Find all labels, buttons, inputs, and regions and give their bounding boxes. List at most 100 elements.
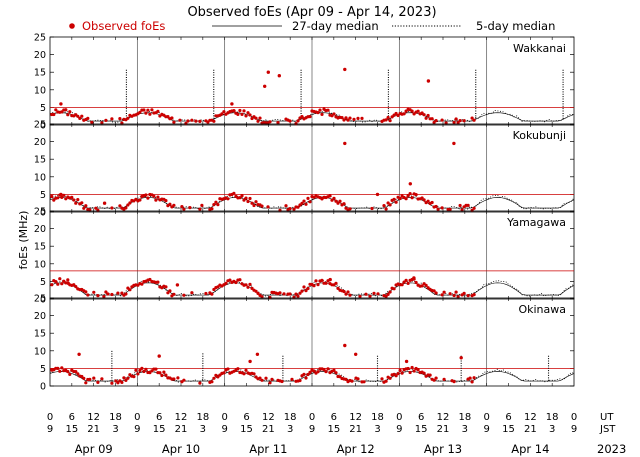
observed-dot (428, 373, 432, 377)
observed-outlier-dot (452, 141, 456, 146)
observed-dot (82, 206, 86, 210)
observed-dot (472, 376, 476, 380)
observed-dot (210, 380, 214, 384)
jst-tick-label: 15 (153, 424, 166, 435)
observed-dot (154, 367, 158, 371)
observed-dot (292, 295, 296, 299)
y-axis-label: foEs (MHz) (17, 211, 30, 270)
observed-dot (60, 366, 64, 370)
observed-outlier-dot (255, 352, 260, 356)
observed-dot (472, 206, 476, 210)
observed-dot (132, 375, 136, 379)
ut-tick-label: 6 (418, 412, 424, 423)
observed-dot (396, 372, 400, 376)
observed-dot (362, 380, 366, 384)
day-label: Apr 12 (337, 442, 375, 456)
observed-dot (276, 121, 280, 125)
observed-dot (62, 193, 66, 197)
y-tick-label: 20 (34, 311, 46, 322)
observed-dot (452, 293, 456, 298)
observed-dot (456, 121, 460, 125)
observed-dot (234, 280, 238, 285)
observed-dot (294, 292, 298, 296)
time-axis: 0 6 12 18 0 6 12 18 0 6 12 18 0 6 12 18 0 6 12 18 0 6 12 18 09 15… (47, 412, 577, 456)
observed-dot (458, 119, 462, 123)
y-tick-label: 20 (34, 50, 46, 61)
observed-dot (364, 292, 368, 296)
ut-tick-label: 0 (47, 412, 53, 423)
observed-dot (416, 109, 420, 113)
observed-outlier-dot (354, 352, 358, 356)
observed-dot (86, 116, 90, 120)
y-tick-label: 10 (34, 346, 46, 357)
jst-tick-label: 21 (349, 424, 362, 435)
observed-dot (268, 120, 272, 124)
observed-dot (248, 282, 252, 286)
observed-dot (300, 289, 304, 293)
observed-dot (166, 115, 170, 119)
observed-dot (422, 371, 426, 375)
observed-outlier-dot (426, 79, 431, 83)
observed-dot (66, 278, 70, 282)
observed-dot (346, 118, 350, 122)
observed-dot (256, 119, 260, 123)
observed-dot (388, 376, 392, 380)
observed-dot (300, 115, 304, 119)
observed-dot (350, 379, 354, 383)
observed-outlier-dot (343, 67, 347, 72)
legend-5day-label: 5-day median (476, 19, 555, 33)
observed-dot (248, 196, 252, 201)
observed-dot (258, 116, 262, 120)
day-label: Apr 14 (511, 442, 549, 456)
observed-dot (320, 112, 324, 116)
observed-dot (96, 380, 100, 384)
observed-dot (210, 207, 214, 211)
observed-dot (280, 379, 284, 384)
observed-dot (210, 292, 214, 296)
observed-dot (332, 196, 336, 200)
observed-dot (406, 281, 410, 285)
y-tick-label: 5 (40, 190, 46, 201)
ut-tick-label: 12 (262, 412, 275, 423)
observed-dot (304, 289, 308, 293)
observed-dot (190, 291, 194, 295)
observed-dot (186, 119, 190, 123)
observed-dot (424, 116, 428, 120)
observed-dot (128, 201, 132, 205)
observed-dot (436, 207, 440, 211)
observed-dot (292, 207, 296, 211)
observed-dot (268, 295, 272, 300)
observed-dot (312, 369, 316, 373)
observed-dot (54, 280, 58, 284)
observed-dot (368, 294, 372, 298)
observed-dot (120, 380, 124, 384)
observed-dot (100, 377, 104, 381)
observed-outlier-dot (277, 74, 281, 78)
observed-dot (426, 199, 430, 203)
observed-dot (172, 292, 176, 296)
observed-dot (392, 287, 396, 291)
observed-dot (70, 195, 74, 199)
observed-dot (306, 286, 310, 291)
observed-dot (384, 207, 388, 211)
observed-dot (386, 115, 390, 120)
ut-tick-label: 6 (156, 412, 162, 423)
observed-dot (400, 371, 404, 375)
observed-dot (302, 372, 306, 376)
observed-dot (102, 295, 106, 299)
observed-dot (82, 376, 86, 380)
observed-dot (72, 198, 76, 202)
observed-dot (308, 115, 312, 119)
observed-dot (124, 206, 128, 210)
jst-tick-label: 9 (483, 424, 489, 435)
y-tick-label: 20 (34, 137, 46, 148)
observed-dot (348, 207, 352, 211)
observed-dot (146, 108, 150, 112)
y-tick-label: 20 (34, 224, 46, 235)
y-tick-label: 15 (34, 68, 46, 79)
observed-dot (200, 203, 204, 207)
observed-dot (182, 207, 186, 211)
observed-dot (254, 289, 258, 293)
observed-dot (92, 376, 96, 380)
station-panel: 0 5 10 15 20 25 Kokubunji (34, 120, 575, 219)
